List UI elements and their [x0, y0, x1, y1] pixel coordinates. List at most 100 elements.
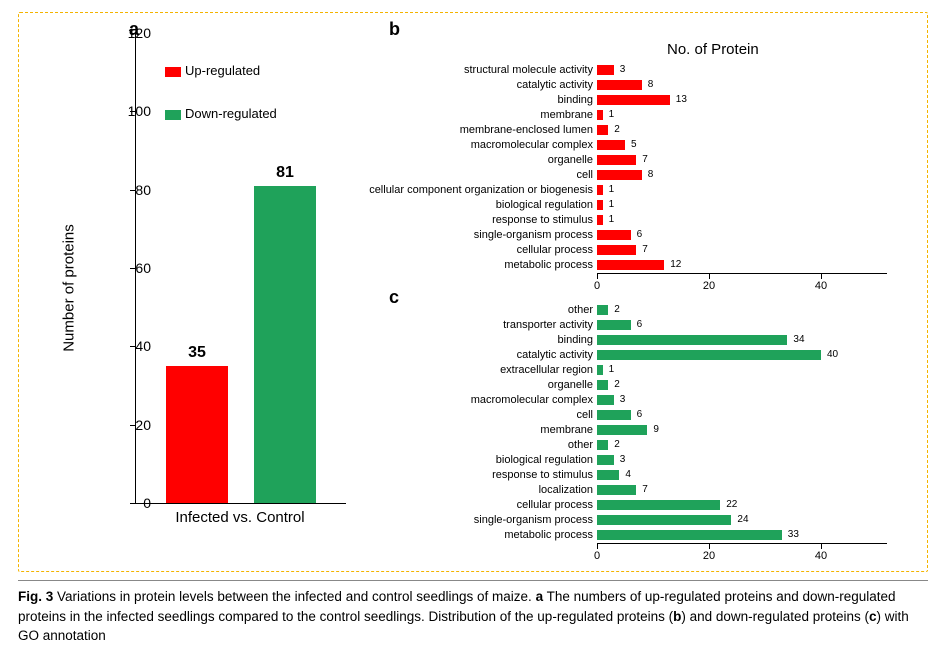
panel-b-row: organelle7 [407, 153, 893, 167]
panel-b-row: structural molecule activity3 [407, 63, 893, 77]
panel-b-xaxis: 02040 [597, 273, 887, 280]
panel-c-label: metabolic process [293, 528, 593, 542]
panel-b-row: response to stimulus1 [407, 213, 893, 227]
panel-b-label: macromolecular complex [293, 138, 593, 152]
panel-c-value: 3 [620, 453, 626, 467]
panel-c-value: 6 [637, 318, 643, 332]
panel-b-value: 3 [620, 63, 626, 77]
panel-c-bar [597, 470, 619, 480]
panel-b-bar [597, 110, 603, 120]
panel-b-label: organelle [293, 153, 593, 167]
panel-a-ytick-label: 80 [115, 182, 151, 198]
panel-b-label: catalytic activity [293, 78, 593, 92]
panel-b-bar [597, 245, 636, 255]
panel-c-bar [597, 305, 608, 315]
panel-b-xtick [709, 274, 710, 279]
panel-b-label: cellular component organization or bioge… [293, 183, 593, 197]
legend-swatch [165, 67, 181, 77]
panel-c-value: 2 [614, 303, 620, 317]
panel-c-row: single-organism process24 [407, 513, 893, 527]
panel-c-xtick [821, 544, 822, 549]
panel-b-label: metabolic process [293, 258, 593, 272]
panel-a-ytick-label: 120 [115, 25, 151, 41]
panel-c-xtick [709, 544, 710, 549]
panel-c-bar [597, 500, 720, 510]
legend-text: Down-regulated [185, 106, 277, 121]
panel-b-bar [597, 260, 664, 270]
panel-b-label: structural molecule activity [293, 63, 593, 77]
panel-b-rows: structural molecule activity3catalytic a… [407, 63, 893, 272]
panel-b-value: 1 [609, 213, 615, 227]
panel-c-label: localization [293, 483, 593, 497]
panel-b-xtick-label: 20 [703, 280, 715, 292]
panel-c-bar [597, 455, 614, 465]
panel-b-row: binding13 [407, 93, 893, 107]
panel-b-xtick [821, 274, 822, 279]
panel-c-row: extracellular region1 [407, 363, 893, 377]
panel-b-label: biological regulation [293, 198, 593, 212]
panel-b-xtick-label: 0 [594, 280, 600, 292]
panel-c-label: macromolecular complex [293, 393, 593, 407]
panel-a-ytick-label: 100 [115, 103, 151, 119]
caption-text-3: ) and down-regulated proteins ( [681, 609, 869, 624]
figure-container: a b c Number of proteins 3581 Infected v… [0, 0, 946, 652]
panel-c-value: 22 [726, 498, 737, 512]
panel-c-bar [597, 380, 608, 390]
panel-b-row: biological regulation1 [407, 198, 893, 212]
panel-c-label: cell [293, 408, 593, 422]
panel-c-value: 3 [620, 393, 626, 407]
panel-c-row: other2 [407, 303, 893, 317]
panel-c-value: 2 [614, 378, 620, 392]
panel-c-label: catalytic activity [293, 348, 593, 362]
panel-b-value: 7 [642, 243, 648, 257]
panel-b-label: single-organism process [293, 228, 593, 242]
panel-b-xtick [597, 274, 598, 279]
panel-c-bar [597, 485, 636, 495]
panel-c-bar [597, 395, 614, 405]
panel-a-ytick-label: 60 [115, 260, 151, 276]
panel-b-value: 1 [609, 183, 615, 197]
panel-c-row: response to stimulus4 [407, 468, 893, 482]
panel-b-row: cellular component organization or bioge… [407, 183, 893, 197]
panel-b-bar [597, 80, 642, 90]
panel-b-xtick-label: 40 [815, 280, 827, 292]
panel-a-ytick-label: 40 [115, 338, 151, 354]
panel-c-value: 6 [637, 408, 643, 422]
panel-c-xtick-label: 20 [703, 550, 715, 562]
panel-b-bar [597, 65, 614, 75]
panel-c-bar [597, 320, 631, 330]
panel-b-bar [597, 200, 603, 210]
panel-b-bar [597, 155, 636, 165]
panel-c-xaxis: 02040 [597, 543, 887, 550]
panel-c-label: other [293, 303, 593, 317]
panel-b-value: 1 [609, 108, 615, 122]
legend-text: Up-regulated [185, 63, 260, 78]
panel-c-xtick-label: 0 [594, 550, 600, 562]
panel-b-row: cell8 [407, 168, 893, 182]
caption-fignum: Fig. 3 [18, 589, 53, 604]
panel-c-row: metabolic process33 [407, 528, 893, 542]
panel-c-row: membrane9 [407, 423, 893, 437]
panel-c-xtick [597, 544, 598, 549]
panel-c-value: 34 [793, 333, 804, 347]
panel-c-row: macromolecular complex3 [407, 393, 893, 407]
caption-text-1: Variations in protein levels between the… [53, 589, 535, 604]
panel-b-value: 12 [670, 258, 681, 272]
panel-c-row: biological regulation3 [407, 453, 893, 467]
panel-b-bar [597, 140, 625, 150]
panel-c-hbar: other2transporter activity6binding34cata… [407, 303, 893, 543]
panel-b-value: 5 [631, 138, 637, 152]
panel-b-label: cellular process [293, 243, 593, 257]
panel-b-row: macromolecular complex5 [407, 138, 893, 152]
panel-a-ylabel: Number of proteins [61, 224, 78, 352]
panel-b-row: cellular process7 [407, 243, 893, 257]
panel-c-bar [597, 410, 631, 420]
panel-c-bar [597, 335, 787, 345]
panel-b-row: catalytic activity8 [407, 78, 893, 92]
figure-caption: Fig. 3 Variations in protein levels betw… [18, 580, 928, 646]
panel-b-value: 7 [642, 153, 648, 167]
panel-c-bar [597, 440, 608, 450]
panel-c-value: 33 [788, 528, 799, 542]
panel-c-bar [597, 530, 782, 540]
panel-b-value: 8 [648, 78, 654, 92]
